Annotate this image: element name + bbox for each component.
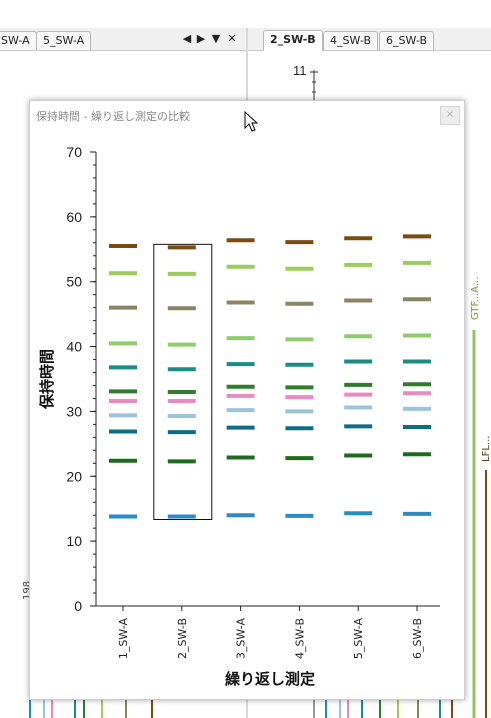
tab-5-sw-a[interactable]: 5_SW-A (36, 31, 92, 50)
chart-dialog: 保持時間 - 繰り返し測定の比較 × 0 10 20 30 40 50 60 70 1_SW-A… (29, 100, 465, 700)
background-trace-label-1: GTF...A... (470, 277, 481, 320)
y-tick-label: 20 (66, 468, 82, 484)
y-tick-label: 30 (66, 403, 82, 419)
x-tick-label: 1_SW-A (117, 618, 130, 660)
tab-menu-icon[interactable]: ▼ (211, 32, 221, 45)
y-tick-label: 10 (66, 533, 82, 549)
tab-close-icon[interactable]: ✕ (227, 32, 237, 45)
y-tick-label: 70 (66, 144, 82, 160)
tab-4-sw-b[interactable]: 4_SW-B (323, 31, 379, 50)
dialog-close-button[interactable]: × (440, 106, 460, 125)
x-tick-label: 3_SW-A (235, 618, 248, 660)
y-tick-label: 50 (66, 274, 82, 290)
background-trace-lines (29, 698, 453, 718)
y-tick-label: 60 (66, 209, 82, 225)
y-axis-title: 保持時間 (38, 349, 56, 410)
x-tick-label: 5_SW-A (352, 618, 365, 660)
x-axis-title: 繰り返し測定 (225, 670, 315, 688)
selection-box (153, 243, 213, 520)
tab-next-icon[interactable]: ▶ (196, 32, 206, 45)
dialog-title: 保持時間 - 繰り返し測定の比較 (36, 110, 190, 123)
mouse-cursor-icon (244, 111, 259, 132)
y-tick-label: 0 (74, 598, 82, 614)
x-tick-label: 2_SW-B (176, 618, 189, 659)
y-tick-label: 40 (66, 339, 82, 355)
tab-sw-a[interactable]: SW-A (0, 31, 37, 50)
right-tab-bar: 2_SW-B 4_SW-B 6_SW-B (248, 28, 491, 51)
left-tab-bar: SW-A 5_SW-A ◀ ▶ ▼ ✕ (0, 28, 246, 51)
background-axis-top-label: 11 (293, 63, 307, 78)
background-left-fragment: 198 (22, 581, 33, 600)
background-trace-label-2: LFL... (481, 436, 491, 462)
x-tick-label: 6_SW-B (411, 618, 424, 659)
x-tick-label: 4_SW-B (293, 618, 306, 659)
tab-6-sw-b[interactable]: 6_SW-B (379, 31, 435, 50)
dialog-titlebar[interactable]: 保持時間 - 繰り返し測定の比較 × (30, 101, 464, 129)
retention-time-chart: 0 10 20 30 40 50 60 70 1_SW-A 2_SW-B 3_SW-A 4_SW-B 5… (38, 144, 440, 688)
tab-2-sw-b[interactable]: 2_SW-B (263, 30, 323, 51)
tab-prev-icon[interactable]: ◀ (182, 32, 192, 45)
